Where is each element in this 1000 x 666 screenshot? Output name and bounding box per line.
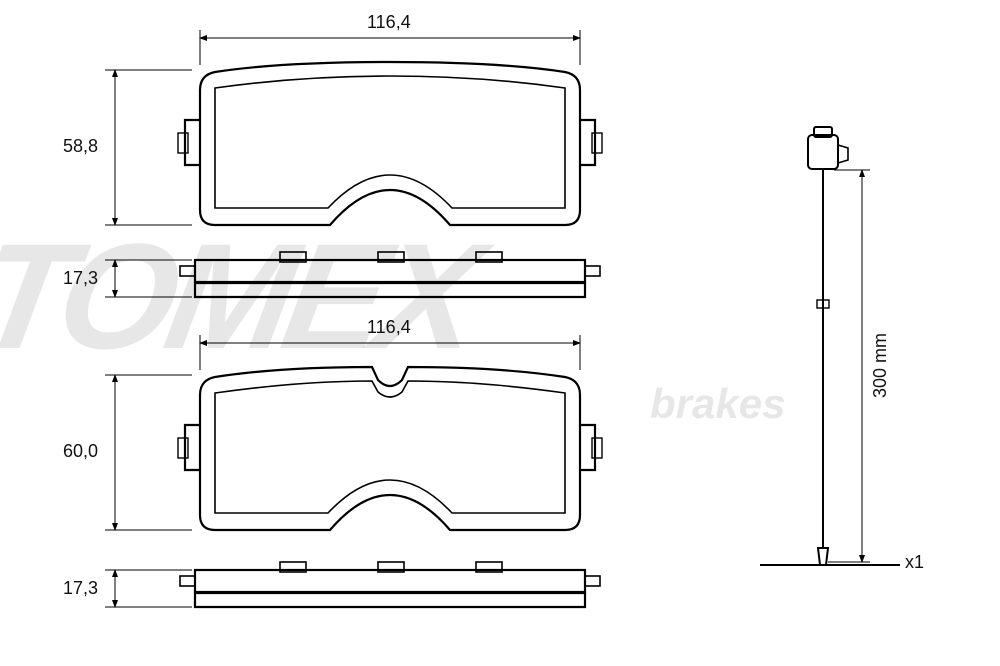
pad1-width-label: 116,4 bbox=[367, 12, 411, 33]
pad2-height-label: 60,0 bbox=[63, 441, 98, 462]
brake-pad-2-side bbox=[180, 562, 600, 607]
pad2-dims bbox=[105, 335, 580, 607]
pad1-height-label: 58,8 bbox=[63, 136, 98, 157]
pad2-width-label: 116,4 bbox=[367, 317, 411, 338]
brake-pad-1 bbox=[178, 62, 602, 225]
diagram-container: TOMEX brakes bbox=[0, 0, 1000, 666]
pad2-thickness-label: 17,3 bbox=[63, 578, 98, 599]
pad1-thickness-label: 17,3 bbox=[63, 268, 98, 289]
drawing-svg bbox=[0, 0, 1000, 666]
brake-pad-2 bbox=[178, 367, 602, 530]
pad1-dims bbox=[105, 30, 580, 297]
sensor-length-label: 300 mm bbox=[870, 333, 891, 398]
brake-pad-1-side bbox=[180, 252, 600, 297]
sensor-qty-label: x1 bbox=[905, 552, 924, 573]
